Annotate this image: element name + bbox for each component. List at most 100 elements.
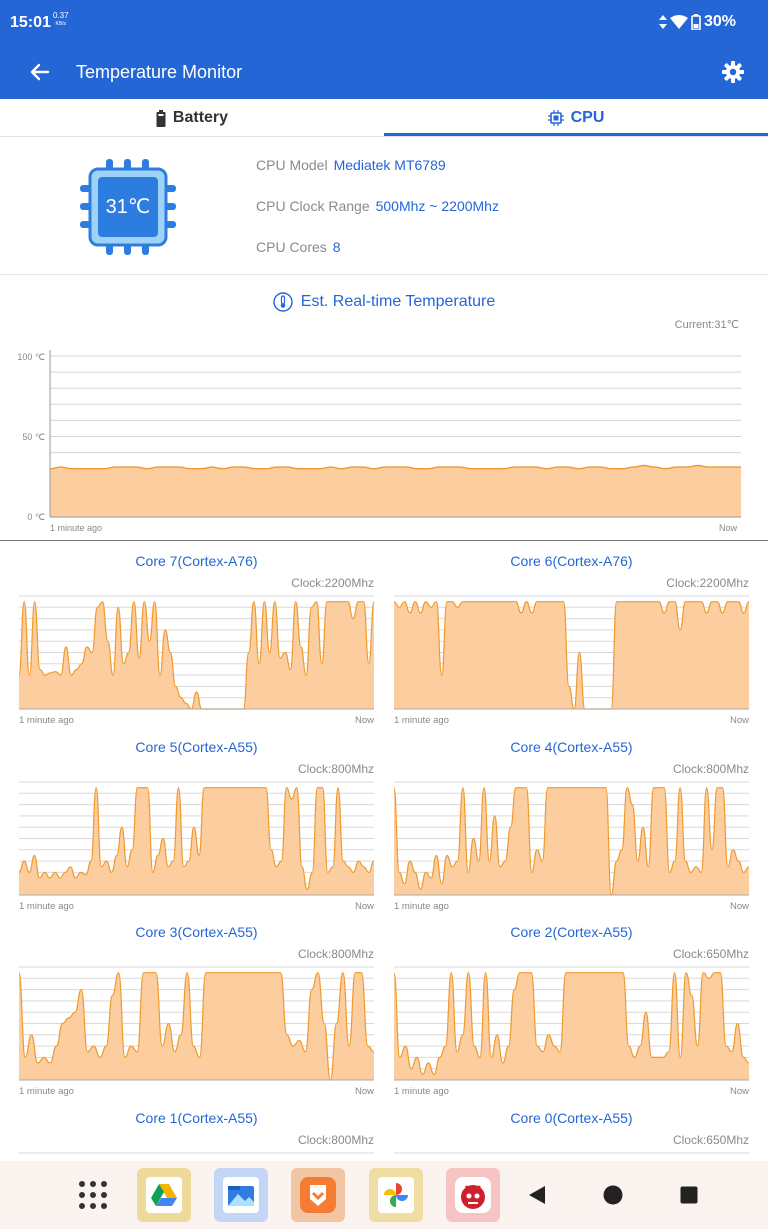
- x-label-end: Now: [719, 523, 738, 533]
- core-7-card: Core 7(Cortex-A76) Clock:2200Mhz 1 minut…: [19, 541, 374, 727]
- core-usage-area: [19, 601, 374, 709]
- antutu-icon: [455, 1177, 491, 1213]
- tab-cpu[interactable]: CPU: [384, 99, 768, 137]
- cpu-info-panel: 31℃ CPU Model Mediatek MT6789 CPU Clock R…: [0, 137, 768, 275]
- drive-app[interactable]: [137, 1168, 191, 1222]
- tab-battery-label: Battery: [172, 109, 229, 126]
- core-usage-line: [19, 972, 374, 1081]
- x-label-start: 1 minute ago: [19, 715, 74, 726]
- x-label-start: 1 minute ago: [50, 523, 102, 533]
- battery-icon: [156, 109, 166, 127]
- realtime-title: Est. Real-time Temperature: [300, 293, 496, 310]
- core-clock: Clock:800Mhz: [297, 762, 374, 776]
- core-clock: Clock:650Mhz: [672, 947, 749, 961]
- status-icons: 30%: [658, 13, 736, 31]
- photos-app[interactable]: [369, 1168, 423, 1222]
- network-speed-value: 0.37: [53, 11, 69, 20]
- drive-icon: [146, 1177, 182, 1213]
- core-title: Core 0(Cortex-A55): [510, 1110, 633, 1126]
- core-0-chart: [394, 1152, 749, 1154]
- realtime-header: Est. Real-time Temperature: [0, 292, 768, 312]
- core-0-card: Core 0(Cortex-A55) Clock:650Mhz: [394, 1098, 749, 1161]
- app-grid-icon[interactable]: [78, 1180, 108, 1210]
- core-1-card: Core 1(Cortex-A55) Clock:800Mhz: [19, 1098, 374, 1161]
- files-app[interactable]: [214, 1168, 268, 1222]
- core-clock: Clock:800Mhz: [672, 762, 749, 776]
- x-label-end: Now: [354, 715, 374, 726]
- tab-battery[interactable]: Battery: [0, 99, 384, 137]
- core-title: Core 1(Cortex-A55): [135, 1110, 258, 1126]
- core-usage-area: [19, 972, 374, 1080]
- cpu-model-row: CPU Model Mediatek MT6789: [256, 157, 446, 173]
- realtime-temperature-line: [49, 464, 741, 470]
- core-usage-area: [394, 787, 749, 895]
- core-7-chart: [19, 595, 374, 710]
- x-label-start: 1 minute ago: [394, 715, 449, 726]
- launcher-icon: [300, 1177, 336, 1213]
- realtime-temperature-area: [50, 465, 741, 517]
- network-speed: 0.37 KB/s: [53, 12, 69, 28]
- core-usage-line: [19, 787, 374, 890]
- x-label-start: 1 minute ago: [394, 901, 449, 912]
- thermometer-icon: [273, 292, 293, 312]
- wifi-icon: [669, 15, 688, 29]
- core-6-card: Core 6(Cortex-A76) Clock:2200Mhz 1 minut…: [394, 541, 749, 727]
- core-4-card: Core 4(Cortex-A55) Clock:800Mhz 1 minute…: [394, 727, 749, 913]
- y-tick-100: 100 ℃: [17, 352, 45, 362]
- core-clock: Clock:2200Mhz: [666, 576, 749, 590]
- cpu-model-label: CPU Model: [256, 157, 328, 173]
- home-circle-icon[interactable]: [603, 1185, 623, 1205]
- tab-indicator: [384, 133, 768, 136]
- core-title: Core 2(Cortex-A55): [510, 924, 633, 940]
- x-label-start: 1 minute ago: [394, 1086, 449, 1097]
- core-title: Core 5(Cortex-A55): [135, 739, 258, 755]
- core-5-chart: [19, 781, 374, 896]
- core-title: Core 6(Cortex-A76): [510, 553, 633, 569]
- core-title: Core 7(Cortex-A76): [135, 553, 258, 569]
- status-time: 15:01: [10, 14, 51, 31]
- gear-icon[interactable]: [721, 60, 745, 84]
- core-usage-line: [394, 787, 749, 896]
- x-label-start: 1 minute ago: [19, 901, 74, 912]
- core-2-card: Core 2(Cortex-A55) Clock:650Mhz 1 minute…: [394, 912, 749, 1098]
- core-3-card: Core 3(Cortex-A55) Clock:800Mhz 1 minute…: [19, 912, 374, 1098]
- tab-bar: Battery CPU: [0, 99, 768, 137]
- core-clock: Clock:650Mhz: [672, 1133, 749, 1147]
- cpu-clock-row: CPU Clock Range 500Mhz ~ 2200Mhz: [256, 198, 499, 214]
- core-clock: Clock:800Mhz: [297, 947, 374, 961]
- cpu-cores-label: CPU Cores: [256, 239, 327, 255]
- cpu-model-value: Mediatek MT6789: [333, 157, 446, 173]
- core-usage-area: [394, 972, 749, 1080]
- core-4-chart: [394, 781, 749, 896]
- launcher-app[interactable]: [291, 1168, 345, 1222]
- x-label-end: Now: [729, 901, 749, 912]
- current-temperature: Current:31℃: [674, 319, 739, 331]
- cpu-icon: [547, 110, 564, 126]
- cpu-clock-value: 500Mhz ~ 2200Mhz: [375, 198, 499, 214]
- battery-icon: [691, 14, 701, 30]
- x-label-end: Now: [729, 715, 749, 726]
- status-bar: 15:01 0.37 KB/s 30%: [0, 0, 768, 46]
- x-label-end: Now: [354, 901, 374, 912]
- tab-cpu-label: CPU: [570, 109, 605, 126]
- realtime-temperature-chart: 100 ℃ 50 ℃ 0 ℃ 1 minute ago Now: [17, 350, 741, 533]
- core-usage-area: [394, 601, 749, 709]
- app-bar: Temperature Monitor: [0, 46, 768, 99]
- antutu-app[interactable]: [446, 1168, 500, 1222]
- files-icon: [223, 1177, 259, 1213]
- back-arrow-icon[interactable]: [28, 60, 52, 84]
- network-speed-unit: KB/s: [55, 21, 67, 27]
- core-usage-line: [394, 601, 749, 710]
- battery-percent: 30%: [703, 13, 736, 30]
- core-clock: Clock:800Mhz: [297, 1133, 374, 1147]
- core-5-card: Core 5(Cortex-A55) Clock:800Mhz 1 minute…: [19, 727, 374, 913]
- core-title: Core 3(Cortex-A55): [135, 924, 258, 940]
- back-triangle-icon[interactable]: [527, 1185, 547, 1205]
- core-2-chart: [394, 966, 749, 1081]
- page-title: Temperature Monitor: [76, 62, 243, 82]
- data-arrows-icon: [658, 15, 667, 29]
- core-6-chart: [394, 595, 749, 710]
- taskbar: [0, 1161, 768, 1229]
- recents-square-icon[interactable]: [680, 1186, 698, 1204]
- core-usage-line: [394, 972, 749, 1075]
